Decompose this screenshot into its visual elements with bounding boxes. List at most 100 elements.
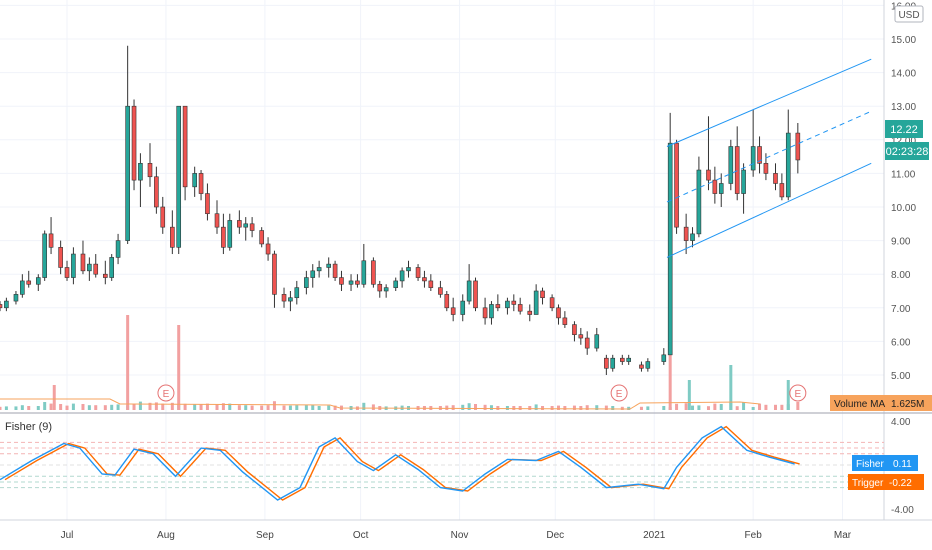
candle	[355, 280, 360, 285]
fisher-title[interactable]: Fisher (9)	[5, 421, 52, 433]
fisher-tick-top: 4.00	[891, 417, 911, 428]
volume-bar	[697, 405, 701, 410]
countdown-label: 02:23:28	[886, 146, 929, 158]
candle	[422, 277, 427, 282]
candle	[399, 270, 405, 282]
candle	[147, 163, 153, 178]
candle	[348, 280, 354, 285]
candle	[540, 290, 545, 299]
candle	[661, 354, 667, 362]
candle	[718, 183, 724, 194]
candle	[562, 317, 568, 325]
volume-bar	[489, 405, 493, 410]
volume-bar	[528, 406, 532, 410]
volume-bar	[780, 404, 784, 410]
trigger-legend-label: Trigger	[852, 478, 884, 489]
candle	[734, 146, 740, 194]
candle	[517, 304, 523, 312]
time-axis[interactable]: Jul Aug Sep Oct Nov Dec 2021 Feb Mar	[61, 530, 852, 541]
candle	[176, 105, 182, 248]
candle	[639, 364, 644, 369]
volume-bar	[161, 403, 165, 410]
volume-bar	[103, 405, 107, 410]
candle	[594, 334, 600, 349]
fisher-line	[0, 425, 795, 501]
volume-bar	[445, 405, 449, 410]
candle	[237, 220, 242, 228]
volume-bar	[611, 406, 615, 410]
candle	[332, 263, 338, 278]
candle	[482, 307, 488, 319]
channel-mid	[666, 110, 872, 203]
volume-bar	[742, 402, 746, 410]
volume-bar	[483, 404, 487, 410]
volume-bar	[758, 403, 762, 410]
volume-bar	[713, 403, 717, 410]
candle	[460, 300, 466, 315]
volume-bar	[49, 403, 53, 410]
price-axis[interactable]: 16.0015.0014.0013.0012.0011.0010.009.008…	[891, 1, 916, 382]
channel-lower	[666, 162, 872, 258]
volume-bar	[138, 401, 142, 410]
candle	[674, 142, 679, 228]
volume-bar	[796, 402, 800, 410]
candle	[249, 223, 255, 231]
candle	[473, 280, 478, 309]
time-label: Jul	[61, 530, 74, 541]
candle	[20, 280, 25, 295]
candle	[80, 253, 86, 272]
volume-bar	[266, 405, 270, 410]
time-label: 2021	[643, 530, 666, 541]
candle	[160, 206, 166, 228]
candle	[511, 300, 517, 305]
price-tick: 8.00	[891, 270, 911, 281]
time-label: Nov	[451, 530, 469, 541]
candle	[227, 220, 233, 248]
candle	[712, 179, 718, 194]
volume-bar	[534, 404, 538, 410]
volume-bar	[751, 407, 755, 410]
volume-bar	[36, 406, 40, 410]
candle	[326, 263, 332, 268]
candle	[505, 300, 510, 309]
volume-ma-line	[0, 398, 761, 410]
volume-bar	[604, 405, 608, 410]
volume-bar	[126, 315, 130, 410]
volume-bar	[132, 404, 136, 410]
volume-bar	[518, 406, 522, 410]
candle	[785, 132, 791, 198]
volume-bar	[288, 405, 292, 410]
volume-bar	[706, 406, 710, 410]
fisher-legend-label: Fisher	[856, 459, 884, 470]
candle	[626, 357, 631, 362]
candle	[428, 280, 434, 288]
candle	[489, 304, 494, 319]
candle	[728, 146, 734, 184]
volume-bar	[27, 406, 31, 410]
candle	[71, 253, 76, 278]
volume-bar	[65, 405, 69, 410]
volume-bar	[467, 403, 471, 410]
candle	[259, 230, 264, 245]
price-tick: 10.00	[891, 203, 916, 214]
volume-bar	[228, 403, 232, 410]
candle	[26, 280, 32, 285]
volume-bar	[505, 406, 509, 410]
volume-bar	[282, 405, 286, 410]
grid	[0, 0, 884, 520]
price-tick: 7.00	[891, 304, 911, 315]
candle	[690, 233, 695, 241]
volume-bar	[675, 403, 679, 410]
volume-bar	[250, 405, 254, 410]
time-label: Oct	[353, 530, 369, 541]
candle	[154, 176, 159, 208]
candle	[393, 280, 399, 288]
volume-bar	[668, 310, 672, 410]
candle	[527, 310, 533, 315]
volume-bar	[646, 406, 650, 410]
currency-label[interactable]: USD	[898, 10, 919, 21]
trigger-legend-value: -0.22	[889, 478, 912, 489]
volume-bar	[52, 385, 56, 410]
candle	[281, 294, 287, 302]
candle	[64, 267, 70, 278]
